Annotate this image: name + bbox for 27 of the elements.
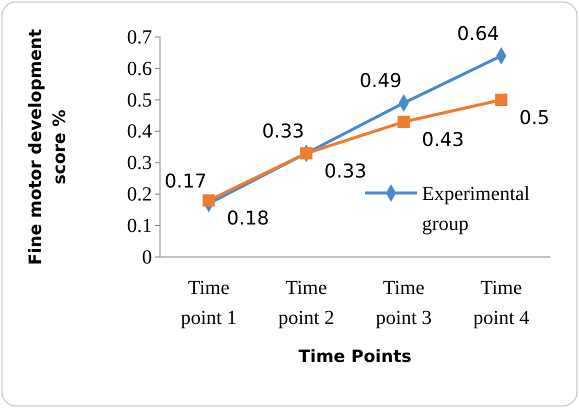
x-tick-label: Time point 2 xyxy=(278,277,334,329)
legend-label: Experimental group xyxy=(422,183,530,235)
x-tick-label: Time point 3 xyxy=(376,277,432,329)
data-label: 0.17 xyxy=(164,170,207,193)
point xyxy=(300,147,312,160)
data-label: 0.5 xyxy=(519,106,550,129)
y-axis-title: Fine motor development score % xyxy=(26,29,70,265)
y-tick-label: 0.4 xyxy=(127,120,152,143)
data-label: 0.43 xyxy=(422,128,464,151)
x-axis-title: Time Points xyxy=(298,347,412,367)
data-label: 0.33 xyxy=(262,120,304,142)
y-tick-label: 0 xyxy=(142,246,152,268)
data-label: 0.64 xyxy=(456,22,500,45)
point xyxy=(202,194,215,207)
y-tick-label: 0.2 xyxy=(127,184,152,206)
y-tick-label: 0.3 xyxy=(127,152,152,174)
data-label: 0.33 xyxy=(324,160,367,182)
data-label: 0.18 xyxy=(226,207,270,230)
y-tick-label: 0.1 xyxy=(127,214,152,237)
x-tick-label: Time point 4 xyxy=(473,277,530,329)
point xyxy=(495,94,508,106)
y-tick-label: 0.6 xyxy=(127,58,152,80)
data-label: 0.49 xyxy=(359,70,402,92)
x-tick-label: Time point 1 xyxy=(180,277,237,329)
y-tick-label: 0.7 xyxy=(127,26,152,48)
point xyxy=(398,116,410,128)
y-tick-label: 0.5 xyxy=(127,89,152,112)
